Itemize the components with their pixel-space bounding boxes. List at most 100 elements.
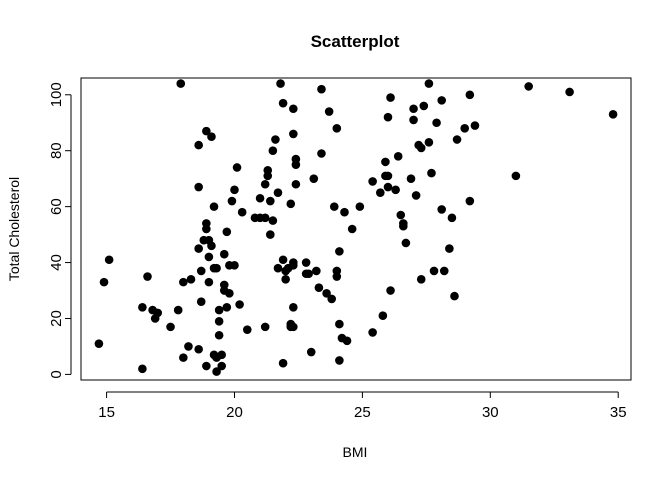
data-point xyxy=(179,353,188,362)
data-point xyxy=(202,224,211,234)
data-point xyxy=(386,286,395,295)
data-point xyxy=(445,244,454,253)
x-tick-label: 30 xyxy=(482,404,499,421)
data-point xyxy=(335,356,344,365)
data-point xyxy=(217,350,226,360)
data-point xyxy=(186,275,196,284)
y-axis-label: Total Cholesterol xyxy=(6,177,22,281)
data-point xyxy=(465,196,475,206)
data-point xyxy=(278,358,288,368)
data-point xyxy=(291,154,301,164)
data-point xyxy=(104,255,114,265)
data-point xyxy=(214,316,224,326)
data-point xyxy=(429,266,439,276)
x-tick-label: 15 xyxy=(98,404,115,421)
y-tick-label: 20 xyxy=(48,310,65,327)
data-point xyxy=(222,227,232,237)
data-point xyxy=(266,196,275,206)
data-point xyxy=(432,118,441,128)
data-point xyxy=(368,177,377,186)
plot-frame xyxy=(80,77,632,381)
data-point xyxy=(355,202,365,211)
data-point xyxy=(447,213,457,223)
data-point xyxy=(312,266,321,276)
data-point xyxy=(399,221,408,231)
data-point xyxy=(225,289,234,298)
data-point xyxy=(416,275,426,284)
data-point xyxy=(286,199,296,209)
data-point xyxy=(470,121,480,130)
data-point xyxy=(260,213,270,223)
data-point xyxy=(289,258,298,267)
data-point xyxy=(214,330,224,340)
data-point xyxy=(524,82,533,91)
data-point xyxy=(368,328,377,337)
data-point xyxy=(196,266,206,276)
data-point xyxy=(289,129,298,139)
data-point xyxy=(202,126,211,136)
data-point xyxy=(439,266,449,276)
data-point xyxy=(138,364,147,374)
chart-title: Scatterplot xyxy=(311,32,400,51)
data-point xyxy=(184,342,193,351)
data-point xyxy=(263,165,273,175)
data-point xyxy=(273,188,283,197)
data-point xyxy=(332,124,342,133)
data-point xyxy=(271,135,280,144)
data-point xyxy=(237,207,247,217)
data-point xyxy=(396,210,406,220)
data-point xyxy=(324,107,334,116)
data-point xyxy=(235,300,244,309)
data-point xyxy=(437,205,446,214)
data-point xyxy=(309,174,319,183)
data-point xyxy=(314,283,324,293)
data-point xyxy=(138,302,147,312)
data-point xyxy=(383,182,393,192)
data-point xyxy=(255,193,265,203)
x-tick-label: 20 xyxy=(226,404,243,421)
data-point xyxy=(306,347,316,357)
data-point xyxy=(217,361,226,371)
data-point xyxy=(289,322,298,332)
data-point xyxy=(335,247,344,256)
data-point xyxy=(289,104,298,114)
data-point xyxy=(386,93,395,102)
data-point xyxy=(342,336,352,346)
data-point xyxy=(381,157,390,167)
data-point xyxy=(332,272,342,281)
data-point xyxy=(260,179,270,189)
data-point xyxy=(214,305,224,315)
data-point xyxy=(153,308,163,318)
data-point xyxy=(94,339,104,348)
data-point xyxy=(219,249,229,259)
x-axis-label: BMI xyxy=(343,444,368,460)
data-point xyxy=(173,305,183,315)
data-point xyxy=(194,344,203,354)
data-point xyxy=(202,361,211,371)
data-point xyxy=(273,263,283,273)
data-point xyxy=(565,87,574,97)
data-point xyxy=(329,202,339,211)
data-point xyxy=(424,79,434,88)
data-point xyxy=(393,151,403,161)
data-point xyxy=(166,322,175,332)
data-point xyxy=(460,124,470,133)
data-point xyxy=(317,149,326,158)
data-point xyxy=(179,277,188,287)
data-point xyxy=(278,255,288,265)
data-point xyxy=(391,185,400,195)
data-point xyxy=(194,244,203,253)
data-point xyxy=(278,98,288,108)
data-point xyxy=(409,115,418,125)
data-point xyxy=(406,174,416,183)
data-point xyxy=(452,135,462,144)
data-point xyxy=(378,311,388,320)
data-point xyxy=(207,132,216,142)
data-point xyxy=(242,325,252,334)
data-point xyxy=(276,79,285,88)
data-point xyxy=(424,138,434,147)
data-point xyxy=(327,294,336,304)
data-point xyxy=(465,90,475,100)
data-point xyxy=(317,84,326,94)
